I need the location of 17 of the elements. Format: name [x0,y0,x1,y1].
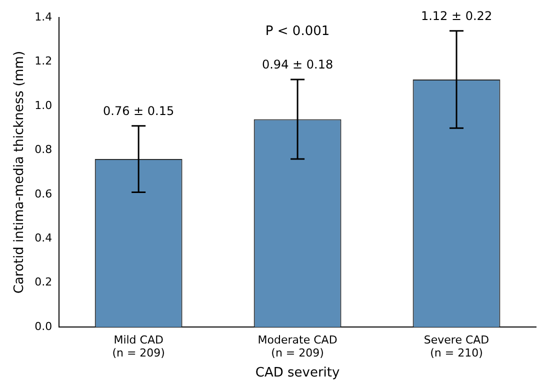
x-tick-label: Moderate CAD (n = 209) [258,333,338,360]
x-tick-label: Mild CAD (n = 209) [112,333,165,360]
annotation: P < 0.001 [265,24,330,39]
annotation: 0.94 ± 0.18 [262,58,334,72]
y-tick-label: 1.2 [34,54,52,68]
x-tick-label: Severe CAD (n = 210) [424,333,490,360]
annotation: 0.76 ± 0.15 [103,104,174,118]
annotation: 1.12 ± 0.22 [420,8,492,23]
y-tick-label: 0.4 [34,231,52,244]
y-tick-label: 0.0 [34,320,52,333]
y-tick-label: 1.4 [34,10,52,24]
y-tick-label: 1.0 [34,98,52,112]
y-tick-label: 0.8 [34,143,52,156]
y-axis-title: Carotid intima-media thickness (mm) [12,50,28,294]
x-axis-title: CAD severity [255,366,340,381]
y-tick-label: 0.6 [34,187,52,200]
y-tick-label: 0.2 [34,276,52,289]
